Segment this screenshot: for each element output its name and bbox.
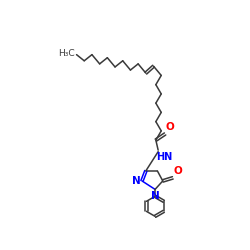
- Text: H₃C: H₃C: [58, 49, 75, 58]
- Text: N: N: [151, 191, 160, 201]
- Text: O: O: [166, 122, 174, 132]
- Text: N: N: [132, 176, 140, 186]
- Text: HN: HN: [156, 152, 173, 162]
- Text: O: O: [174, 166, 182, 176]
